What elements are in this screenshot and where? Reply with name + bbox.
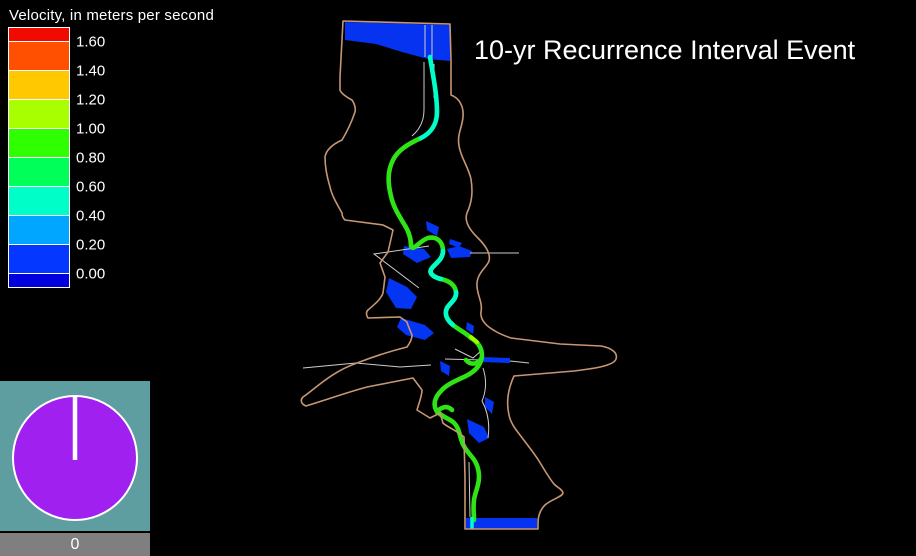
- upstream-boundary-fill: [345, 22, 450, 61]
- legend-color-bar: [8, 27, 70, 288]
- legend-tick-label: 0.80: [76, 149, 106, 167]
- slackwater-patch: [386, 278, 417, 309]
- slackwater-patch: [440, 361, 450, 376]
- bank-line: [468, 461, 471, 518]
- slackwater-patch: [426, 221, 439, 236]
- bank-line: [454, 348, 482, 359]
- legend-tick-label: 1.20: [76, 91, 106, 109]
- clock-face: [12, 395, 138, 521]
- slackwater-patch: [467, 419, 489, 443]
- slackwater-patches: [386, 221, 510, 443]
- legend-tick-label: 1.60: [76, 33, 106, 51]
- slackwater-patch: [482, 357, 510, 363]
- bank-line: [302, 362, 432, 369]
- bank-line: [481, 367, 490, 439]
- map-title: 10-yr Recurrence Interval Event: [474, 35, 856, 65]
- legend-swatch: [8, 99, 70, 129]
- slackwater-patch: [447, 246, 472, 258]
- time-step-value: 0: [70, 535, 80, 553]
- slackwater-patch: [397, 318, 434, 340]
- legend-tick-label: 0.00: [76, 265, 106, 283]
- legend-tick-label: 1.40: [76, 62, 106, 80]
- bank-line: [444, 358, 530, 364]
- slackwater-patch: [485, 397, 494, 414]
- legend-swatch: [8, 215, 70, 245]
- downstream-boundary-fill: [466, 518, 537, 529]
- bank-line: [411, 62, 425, 137]
- slackwater-patch: [403, 246, 431, 263]
- slackwater-patch: [449, 239, 462, 248]
- floodplain-outline: [300, 20, 618, 530]
- river-channel-turquoise: [418, 54, 459, 328]
- legend-tick-label: 0.60: [76, 178, 106, 196]
- slackwater-patch: [466, 322, 474, 334]
- legend-tick-label: 0.20: [76, 236, 106, 254]
- bank-lines: [302, 25, 530, 518]
- time-clock-widget: [0, 381, 150, 531]
- river-channel-chartreuse: [469, 335, 479, 344]
- legend-title: Velocity, in meters per second: [9, 7, 214, 24]
- time-step-bar: 0: [0, 533, 150, 556]
- legend-swatch: [8, 157, 70, 187]
- legend-tick-label: 0.40: [76, 207, 106, 225]
- legend-swatch: [8, 273, 70, 288]
- legend-tick-label: 1.00: [76, 120, 106, 138]
